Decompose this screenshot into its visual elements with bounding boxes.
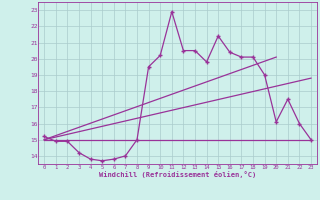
X-axis label: Windchill (Refroidissement éolien,°C): Windchill (Refroidissement éolien,°C): [99, 171, 256, 178]
